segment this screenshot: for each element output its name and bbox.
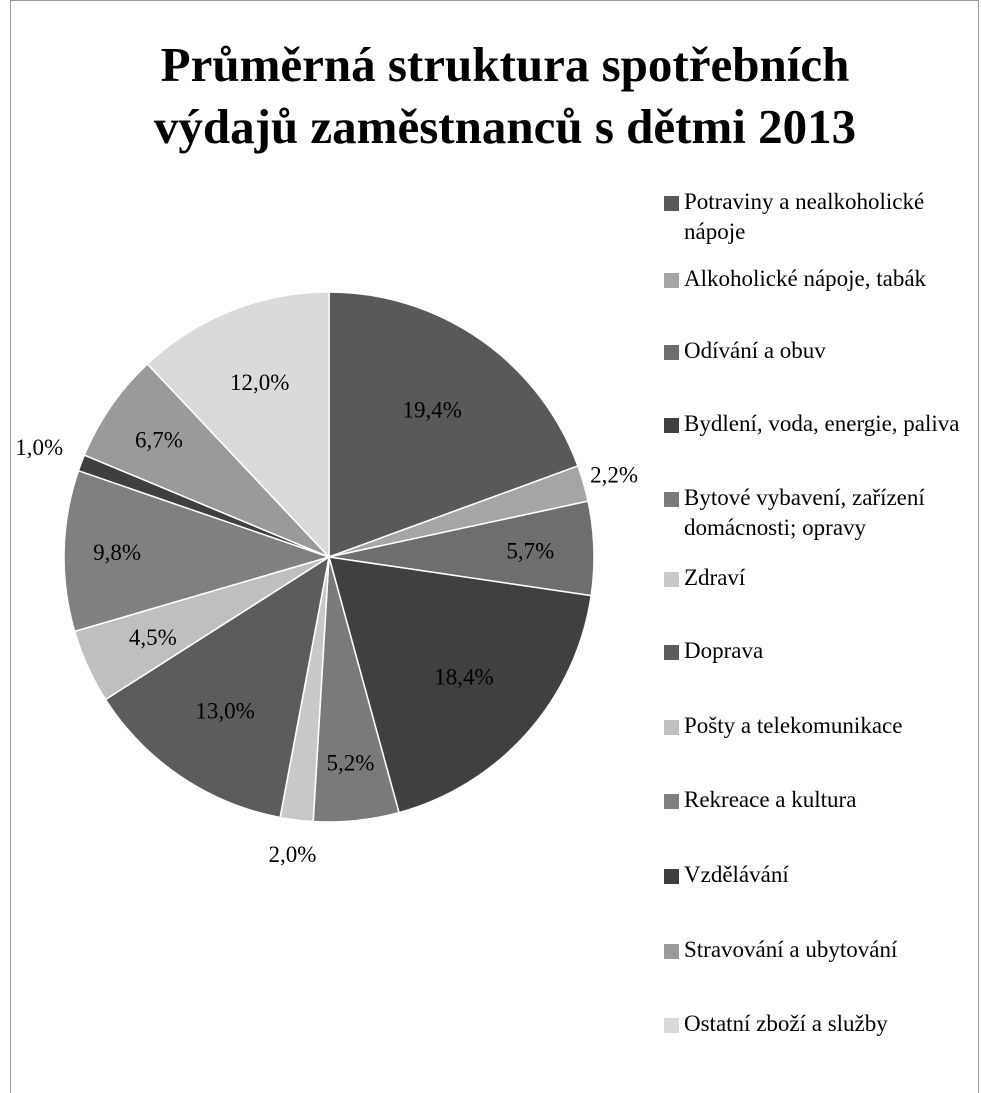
slice-data-label: 2,0% xyxy=(268,842,316,867)
pie-slice xyxy=(146,291,330,559)
slice-data-label: 18,4% xyxy=(434,665,493,690)
legend-label: Ostatní zboží a služby xyxy=(684,1011,888,1036)
legend-swatch xyxy=(664,720,679,735)
pie-slice xyxy=(328,291,579,559)
legend-label: Odívání a obuv xyxy=(684,338,826,363)
legend-label: Pošty a telekomunikace xyxy=(684,713,903,738)
legend-item: Bydlení, voda, energie, paliva xyxy=(664,409,974,439)
legend-swatch xyxy=(664,1018,679,1033)
legend-item: Zdraví xyxy=(664,563,974,593)
legend-label: Alkoholické nápoje, tabák xyxy=(684,266,927,291)
chart-title: Průměrná struktura spotřebních výdajů za… xyxy=(10,34,981,158)
legend-item: Bytové vybavení, zařízení domácnosti; op… xyxy=(664,483,974,543)
legend-item: Doprava xyxy=(664,636,974,666)
slice-data-label: 13,0% xyxy=(195,699,254,724)
legend-label: Doprava xyxy=(684,638,764,663)
legend-label: Rekreace a kultura xyxy=(684,787,857,812)
legend-item: Stravování a ubytování xyxy=(664,935,974,965)
pie-slice xyxy=(63,469,332,633)
legend-swatch xyxy=(664,196,679,211)
legend-label: Zdraví xyxy=(684,565,746,590)
slice-data-label: 19,4% xyxy=(402,397,461,422)
legend-item: Odívání a obuv xyxy=(664,336,974,366)
pie-slice xyxy=(327,556,593,814)
legend-item: Rekreace a kultura xyxy=(664,785,974,815)
legend-swatch xyxy=(664,645,679,660)
legend-swatch xyxy=(664,794,679,809)
pie-slice xyxy=(83,362,330,558)
legend-label: Stravování a ubytování xyxy=(684,937,898,962)
slice-data-label: 4,5% xyxy=(129,625,177,650)
slice-data-label: 1,0% xyxy=(15,435,63,460)
slice-data-label: 12,0% xyxy=(230,370,289,395)
legend-swatch xyxy=(664,273,679,288)
legend-item: Pošty a telekomunikace xyxy=(664,711,974,741)
legend-swatch xyxy=(664,944,679,959)
legend-swatch xyxy=(664,418,679,433)
legend-label: Bytové vybavení, zařízení domácnosti; op… xyxy=(684,485,925,540)
legend-item: Ostatní zboží a služby xyxy=(664,1009,974,1039)
legend-item: Alkoholické nápoje, tabák xyxy=(664,264,974,294)
legend-label: Vzdělávání xyxy=(684,862,789,887)
slice-data-label: 5,2% xyxy=(326,751,374,776)
chart-title-line-1: Průměrná struktura spotřebních xyxy=(160,37,850,92)
slice-data-label: 2,2% xyxy=(590,463,638,488)
legend-swatch xyxy=(664,572,679,587)
legend-swatch xyxy=(664,492,679,507)
legend-label: Potraviny a nealkoholické nápoje xyxy=(684,189,925,244)
slice-data-label: 9,8% xyxy=(93,540,141,565)
legend-item: Vzdělávání xyxy=(664,860,974,890)
slice-data-label: 5,7% xyxy=(506,538,554,563)
legend-swatch xyxy=(664,869,679,884)
chart-title-line-2: výdajů zaměstnanců s dětmi 2013 xyxy=(153,99,857,154)
slice-data-label: 6,7% xyxy=(135,427,183,452)
legend-swatch xyxy=(664,345,679,360)
pie-slice xyxy=(104,555,331,819)
legend-label: Bydlení, voda, energie, paliva xyxy=(684,411,960,436)
chart-frame xyxy=(10,0,979,1093)
legend-item: Potraviny a nealkoholické nápoje xyxy=(664,187,974,247)
